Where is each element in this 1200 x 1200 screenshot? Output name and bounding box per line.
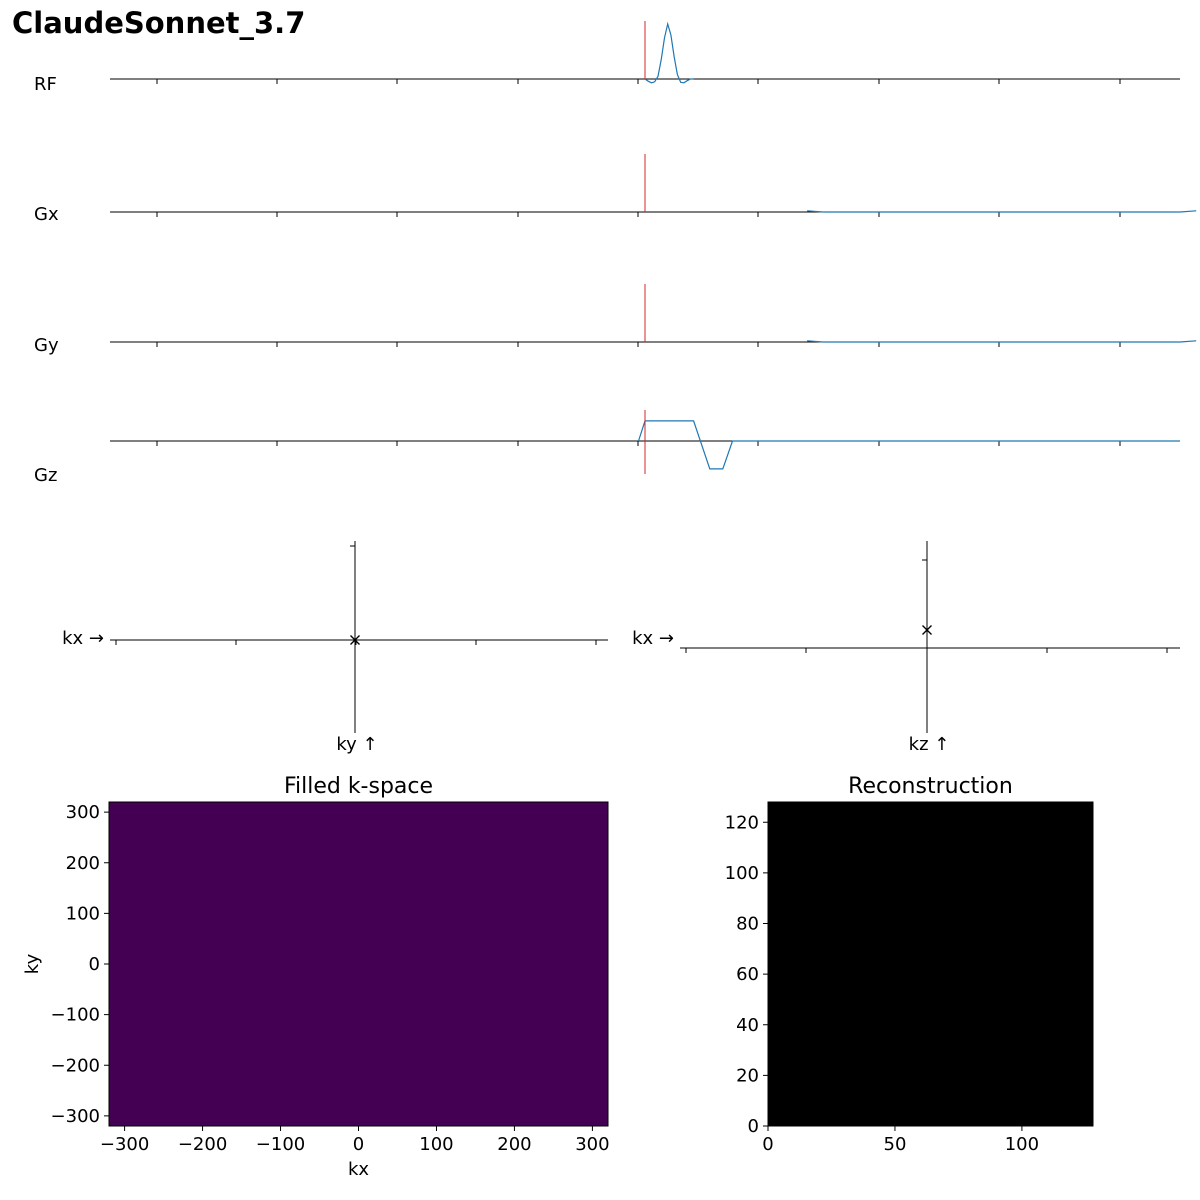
x-tick-label: 300 (575, 1134, 609, 1155)
waveform-gy (807, 340, 1197, 343)
y-tick-label: −200 (51, 1055, 100, 1076)
x-tick-label: 200 (497, 1134, 531, 1155)
x-tick-label: −300 (100, 1134, 149, 1155)
y-tick-label: 300 (66, 802, 100, 823)
reconstruction-image (767, 801, 1094, 1127)
trajectory-marker (350, 635, 360, 645)
x-tick-label: 0 (353, 1134, 364, 1155)
kxkz-x-label: kx → (632, 628, 674, 649)
y-tick-label: 40 (736, 1015, 759, 1036)
trajectory-marker (922, 625, 932, 635)
kxky-y-label: ky ↑ (336, 734, 377, 755)
kspace-x-label: kx (348, 1159, 369, 1180)
x-tick-label: 50 (884, 1134, 907, 1155)
channel-label-gz: Gz (34, 465, 57, 486)
x-tick-label: −100 (256, 1134, 305, 1155)
y-tick-label: 200 (66, 853, 100, 874)
x-tick-label: −200 (178, 1134, 227, 1155)
kspace-y-label: ky (22, 953, 43, 974)
y-tick-label: 80 (736, 914, 759, 935)
x-tick-label: 100 (419, 1134, 453, 1155)
channel-label-rf: RF (34, 74, 57, 95)
y-tick-label: 0 (748, 1116, 759, 1137)
kxky-x-label: kx → (62, 628, 104, 649)
channel-label-gx: Gx (34, 204, 59, 225)
waveform-gz (637, 420, 1180, 470)
x-tick-label: 100 (1005, 1134, 1039, 1155)
reconstruction-title: Reconstruction (848, 774, 1013, 799)
waveform-gx (807, 210, 1197, 213)
y-tick-label: 0 (89, 954, 100, 975)
kspace-title: Filled k-space (284, 774, 433, 799)
y-tick-label: −300 (51, 1106, 100, 1127)
kspace-image (108, 801, 609, 1127)
figure-title: ClaudeSonnet_3.7 (12, 6, 306, 40)
y-tick-label: 120 (725, 812, 759, 833)
x-tick-label: 0 (762, 1134, 773, 1155)
y-tick-label: 60 (736, 964, 759, 985)
kxkz-y-label: kz ↑ (909, 734, 950, 755)
y-tick-label: 100 (725, 863, 759, 884)
channel-label-gy: Gy (34, 335, 59, 356)
y-tick-label: 20 (736, 1065, 759, 1086)
y-tick-label: −100 (51, 1005, 100, 1026)
waveform-rf (644, 21, 694, 84)
y-tick-label: 100 (66, 903, 100, 924)
